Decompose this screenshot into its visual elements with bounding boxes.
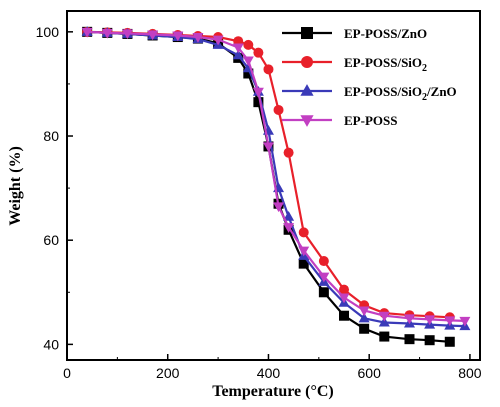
legend-marker [300,115,314,127]
series-EP-POSS/ZnO [82,26,455,347]
data-point [378,311,390,322]
data-point [424,335,435,346]
legend-text: EP-POSS/SiO [344,55,422,70]
data-point [212,35,224,46]
data-point [192,33,204,43]
data-point [253,97,264,108]
x-tick-label: 800 [458,365,482,381]
series-line [87,30,450,319]
data-point [81,27,93,38]
legend-label: EP-POSS/ZnO [344,26,427,41]
data-point [243,39,254,50]
y-tick-label: 100 [36,24,60,40]
x-tick-label: 200 [156,365,180,381]
legend: EP-POSS/ZnOEP-POSS/SiO2EP-POSS/SiO2/ZnOE… [282,26,457,128]
data-point [242,56,254,67]
data-point [121,29,133,40]
data-point [339,284,350,295]
data-point [283,147,294,158]
legend-subscript: 2 [422,63,427,74]
data-point [318,256,329,267]
data-point [378,316,390,327]
legend-item: EP-POSS [282,113,397,128]
y-tick-label: 80 [43,128,59,144]
data-point [273,104,284,115]
legend-subscript: 2 [422,92,427,103]
x-tick-label: 400 [257,365,281,381]
legend-item: EP-POSS/SiO2 [282,55,427,74]
series-EP-POSS [81,27,471,327]
data-point [253,47,264,58]
data-point [298,246,310,257]
data-point [273,202,285,213]
data-point [444,336,455,347]
data-point [298,227,309,238]
data-point [252,87,264,98]
data-point [318,287,329,298]
legend-text: EP-POSS [344,113,397,128]
data-point [424,315,436,326]
series-layer [81,26,471,347]
data-point [147,30,159,41]
data-point [404,334,415,345]
data-point [338,293,350,304]
series-EP-POSS/SiO2 [82,26,455,323]
legend-marker [301,27,313,39]
data-point [298,258,309,269]
data-point [243,68,254,79]
series-EP-POSS/SiO2/ZnO [81,26,471,331]
data-point [459,316,471,327]
legend-label: EP-POSS [344,113,397,128]
y-tick-label: 60 [43,232,59,248]
data-point [379,331,390,342]
x-tick-label: 0 [63,365,71,381]
legend-text: EP-POSS/ZnO [344,26,427,41]
data-point [318,272,330,283]
data-point [232,49,244,60]
legend-label: EP-POSS/SiO2/ZnO [344,84,457,103]
x-axis-title: Temperature (°C) [212,383,333,400]
series-line [87,30,450,343]
data-point [339,310,350,321]
y-tick-label: 40 [43,336,59,352]
legend-text: EP-POSS/SiO [344,84,422,99]
data-point [403,314,415,325]
legend-marker [300,84,314,96]
data-point [444,316,456,327]
data-point [101,28,113,39]
data-point [232,43,244,54]
legend-text-suffix: /ZnO [426,84,457,99]
data-point [172,31,184,42]
legend-item: EP-POSS/ZnO [282,26,427,41]
legend-marker [301,56,313,68]
legend-label: EP-POSS/SiO2 [344,55,427,74]
plot-frame [66,10,481,361]
data-point [358,312,370,323]
x-tick-label: 600 [358,365,382,381]
data-point [359,323,370,334]
data-point [358,306,370,317]
axis-ticks: 0 200 400 600 800 40 60 80 100 [36,24,482,381]
series-line [87,30,465,328]
data-point [283,211,295,221]
data-point [262,142,274,153]
series-line [87,30,465,322]
data-point [283,223,295,233]
legend-item: EP-POSS/SiO2/ZnO [282,84,457,103]
y-axis-title: Weight (%) [7,146,24,226]
data-point [263,64,274,75]
